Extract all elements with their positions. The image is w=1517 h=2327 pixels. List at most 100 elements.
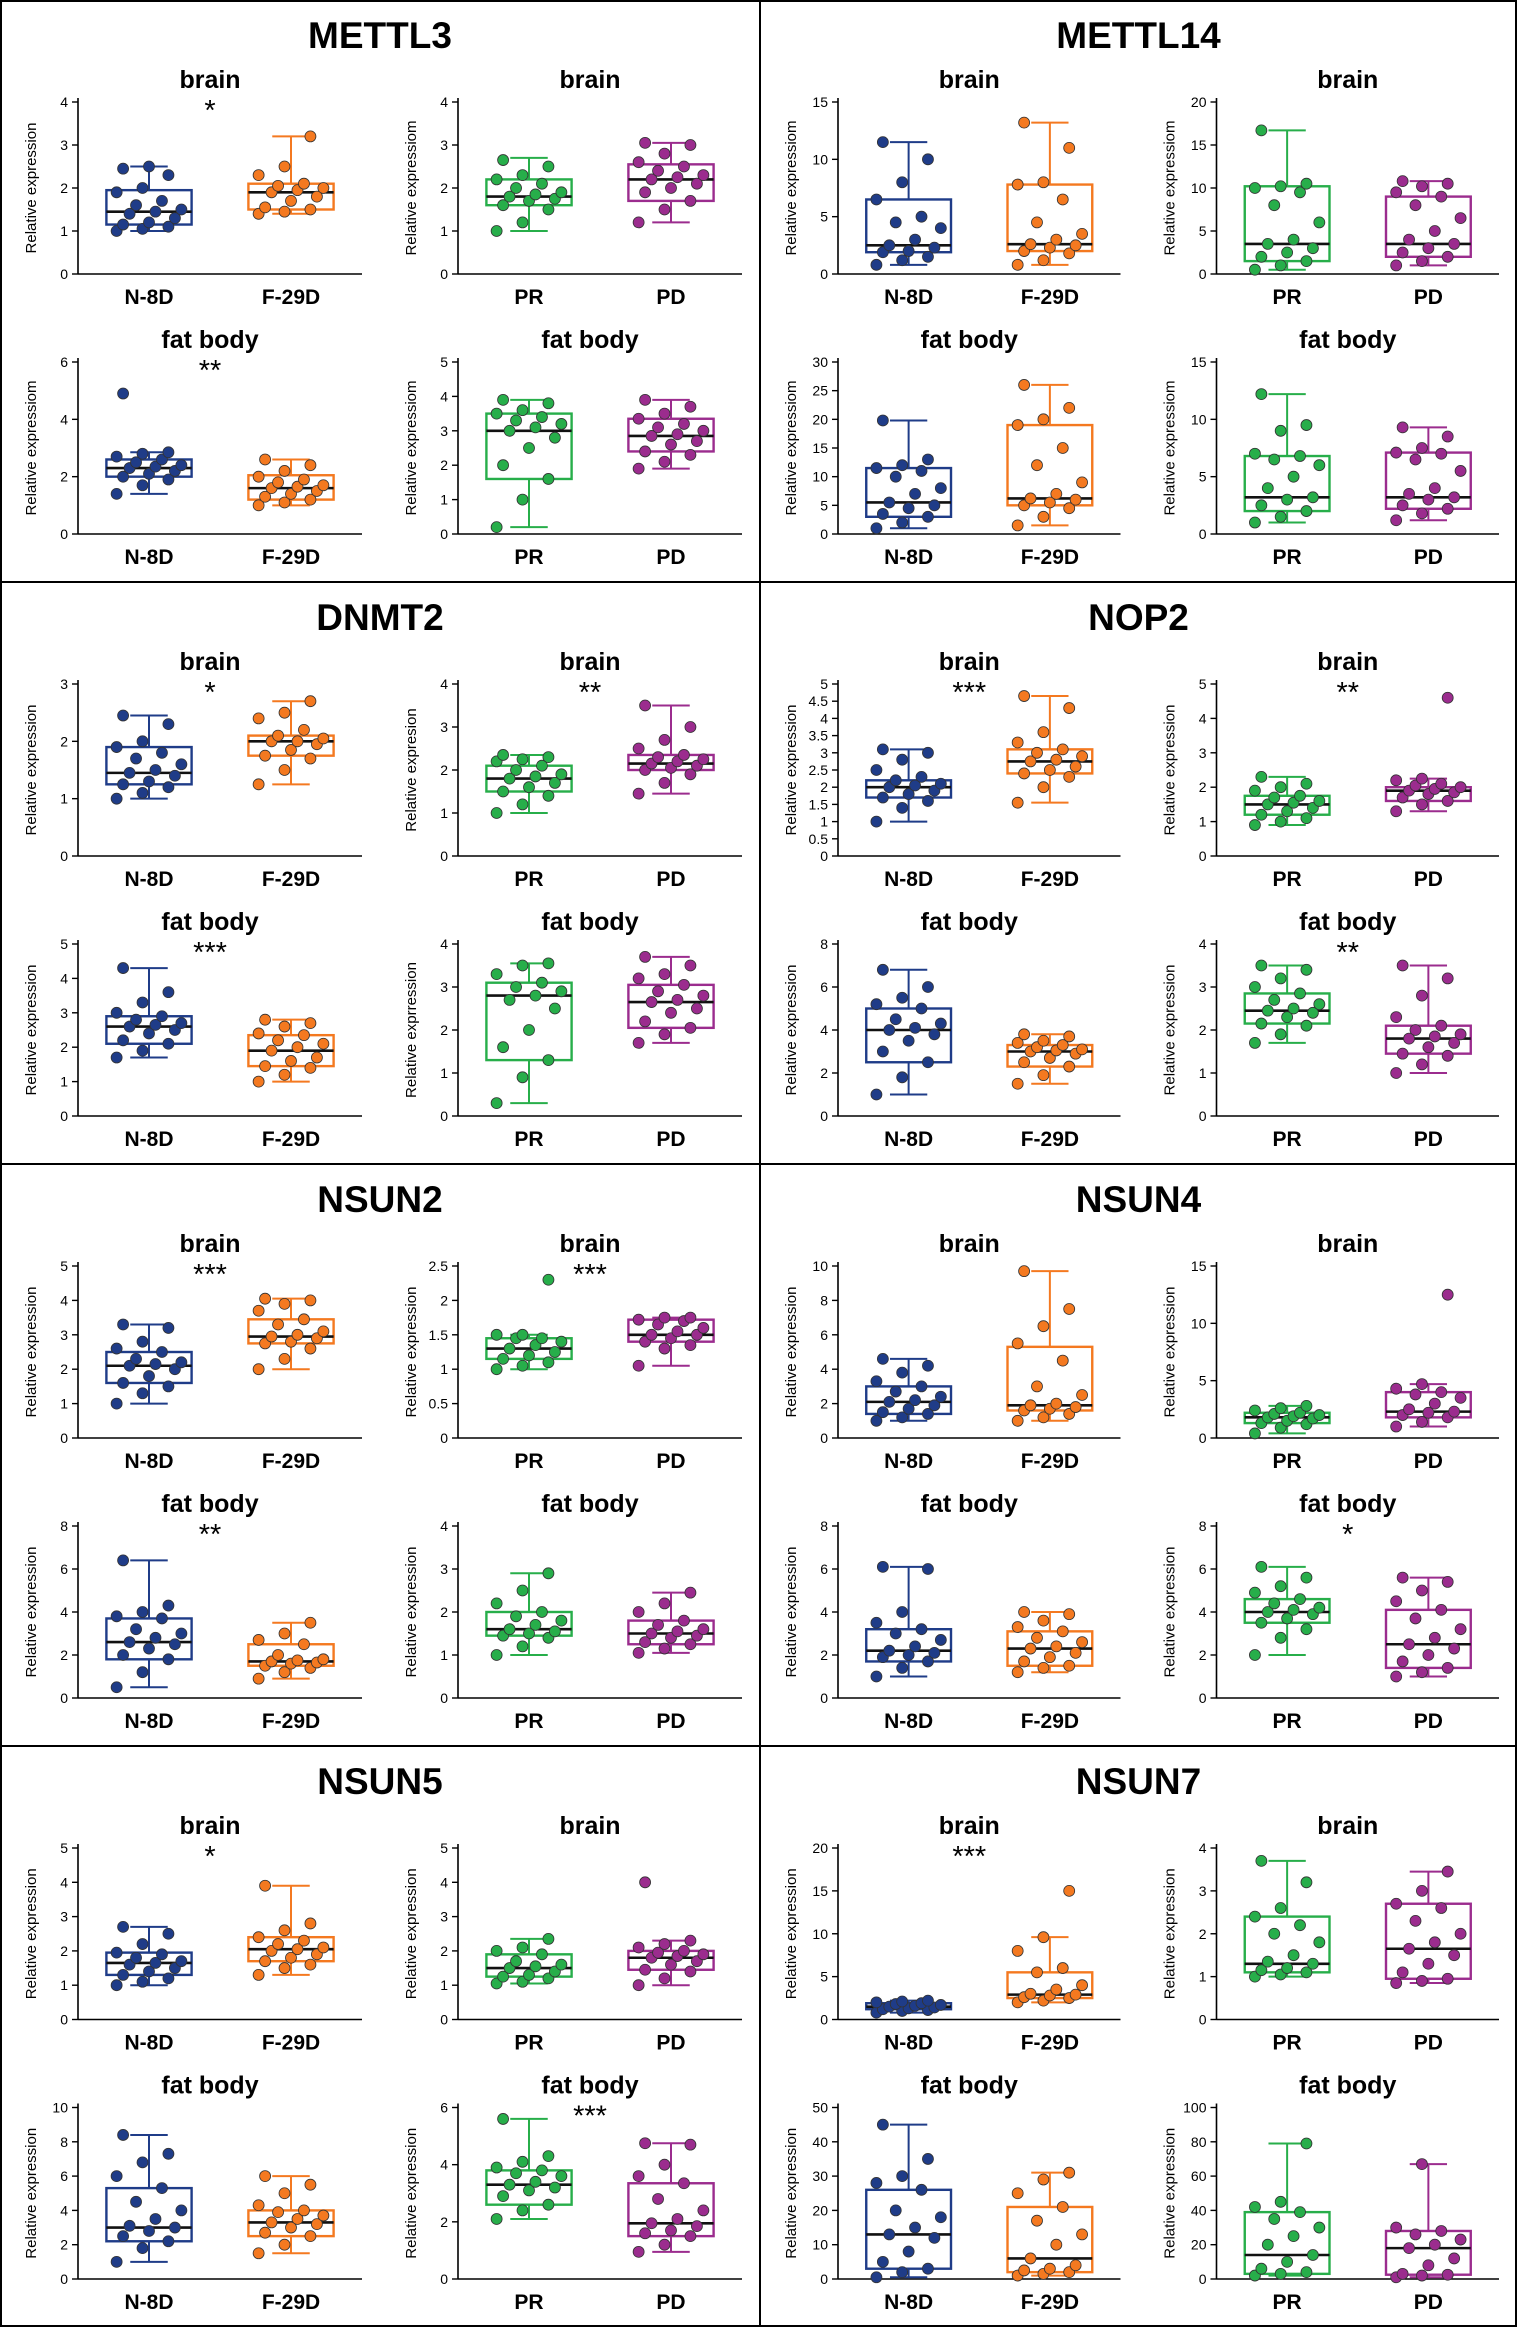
data-point	[516, 959, 529, 972]
data-point	[110, 1681, 123, 1694]
data-point	[915, 2183, 928, 2196]
data-point	[1435, 1603, 1448, 1616]
data-point	[259, 1292, 271, 1305]
data-point	[1287, 233, 1300, 246]
significance-label: *	[204, 677, 215, 709]
data-point	[922, 1994, 934, 2007]
data-point	[156, 746, 168, 759]
data-point	[1300, 255, 1313, 268]
data-point	[1403, 1638, 1415, 1651]
y-tick-label: 4	[1199, 1840, 1207, 1856]
y-tick-label: 1	[60, 223, 68, 239]
data-point	[110, 450, 123, 463]
data-point	[1043, 1651, 1056, 1664]
y-tick-label: 4	[60, 94, 68, 110]
x-tick-label: PD	[1414, 286, 1443, 309]
data-point	[1300, 1571, 1313, 1584]
data-point	[922, 981, 934, 993]
data-point	[143, 2225, 155, 2237]
gene-title: NSUN2	[317, 1179, 442, 1220]
data-point	[1274, 2195, 1287, 2208]
data-point	[516, 216, 529, 229]
data-point	[265, 1330, 278, 1343]
y-tick-label: 8	[820, 936, 828, 952]
x-tick-label: N-8D	[124, 1710, 173, 1733]
data-point	[876, 2255, 889, 2268]
data-point	[516, 1071, 529, 1084]
data-point	[136, 1044, 149, 1057]
data-point	[665, 438, 677, 451]
y-tick-label: 10	[52, 2100, 68, 2116]
data-point	[285, 1055, 297, 1067]
data-point	[490, 968, 503, 980]
data-point	[922, 1655, 934, 1668]
data-point	[252, 2247, 265, 2260]
y-tick-label: 0	[60, 2271, 68, 2287]
data-point	[876, 414, 889, 427]
data-point	[156, 2182, 168, 2195]
box-pd	[627, 2137, 715, 2258]
data-point	[252, 1931, 265, 1944]
chart-nsun2-3: fat body 0 1 2 3 4 Relative expression PR PD	[403, 1490, 742, 1733]
data-point	[1018, 379, 1031, 391]
data-point	[304, 2178, 317, 2191]
data-point	[1281, 1612, 1294, 1625]
gene-panel-mettl14: METTL14 brain 0 5 10 15 Relative expressiom N-8…	[783, 15, 1499, 569]
box-body	[1243, 185, 1331, 263]
box-body	[1006, 1345, 1094, 1412]
data-point	[902, 1034, 915, 1047]
data-point	[555, 2170, 568, 2183]
y-tick-label: 4	[820, 1604, 828, 1620]
data-point	[1011, 2187, 1024, 2200]
data-point	[162, 986, 175, 999]
data-point	[671, 1625, 684, 1638]
chart-nsun7-1: brain 0 1 2 3 4 Relative expression PR PD	[1162, 1812, 1499, 2055]
y-tick-label: 4	[1199, 1604, 1207, 1620]
y-tick-label: 5	[820, 497, 828, 513]
y-tick-label: 4	[60, 2202, 68, 2218]
data-point	[272, 476, 284, 489]
y-tick-label: 0	[440, 848, 448, 864]
data-point	[684, 194, 697, 207]
data-point	[516, 1359, 529, 1372]
y-tick-label: 4.5	[809, 693, 829, 709]
gene-title: DNMT2	[316, 597, 443, 638]
y-tick-label: 3	[1199, 745, 1207, 761]
y-tick-label: 4	[440, 1518, 448, 1534]
data-point	[536, 759, 548, 772]
data-point	[658, 777, 671, 789]
box-f-29d	[247, 1616, 335, 1685]
x-tick-label: PD	[1414, 2032, 1443, 2055]
x-tick-label: F-29D	[1021, 286, 1079, 309]
y-tick-label: 4	[440, 2157, 448, 2173]
data-point	[252, 1304, 265, 1317]
data-point	[1018, 2264, 1031, 2277]
data-point	[1390, 1067, 1403, 1079]
x-tick-label: PR	[1273, 546, 1302, 569]
y-axis-label: Relative expression	[23, 705, 40, 836]
data-point	[175, 1627, 188, 1640]
box-pr	[485, 2113, 573, 2225]
data-point	[1306, 1006, 1319, 1019]
data-point	[1390, 446, 1403, 459]
data-point	[162, 169, 175, 182]
data-point	[252, 470, 265, 483]
data-point	[665, 1958, 677, 1971]
data-point	[632, 2245, 645, 2258]
y-tick-label: 5	[1199, 1373, 1207, 1389]
y-tick-label: 1	[440, 1977, 448, 1993]
data-point	[516, 753, 529, 766]
data-point	[1011, 419, 1024, 431]
data-point	[1063, 401, 1076, 414]
box-n-8d	[105, 160, 193, 237]
data-point	[1018, 1265, 1031, 1278]
data-point	[1011, 1037, 1024, 1049]
data-point	[1390, 259, 1403, 272]
data-point	[1441, 1865, 1454, 1878]
data-point	[549, 1002, 561, 1015]
box-body	[1384, 195, 1472, 259]
data-point	[934, 222, 947, 235]
data-point	[1416, 507, 1428, 520]
data-point	[639, 1015, 651, 1028]
box-body	[105, 1015, 193, 1045]
